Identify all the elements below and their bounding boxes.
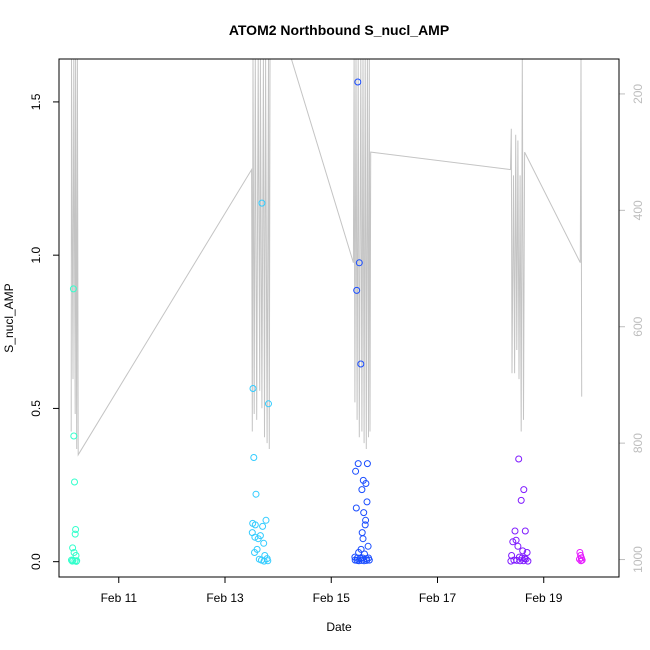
data-point <box>264 557 272 565</box>
data-point <box>260 539 268 547</box>
data-point <box>363 460 371 468</box>
data-point <box>509 538 517 546</box>
data-point <box>72 557 80 565</box>
data-point <box>519 547 527 555</box>
y-tick-label: 0.5 <box>29 400 43 417</box>
data-point <box>363 556 371 564</box>
data-point <box>69 285 77 293</box>
series-group <box>351 78 373 565</box>
data-point <box>252 490 260 498</box>
data-point <box>260 557 268 565</box>
data-point <box>361 550 368 558</box>
axes-layer: 0.0 0.5 1.0 1.5 Feb 11 Feb 13 Feb 15 Feb 17 Feb … <box>29 84 645 605</box>
x-tick-label: Feb 17 <box>419 591 457 605</box>
data-point <box>358 529 366 537</box>
data-point <box>360 557 368 565</box>
series-group <box>248 199 272 565</box>
data-point <box>515 455 523 463</box>
right-tick-label: 600 <box>631 316 645 336</box>
series-group <box>576 549 586 565</box>
scatter-points-layer <box>68 78 586 565</box>
data-point <box>254 535 262 543</box>
data-point <box>249 385 257 392</box>
y-tick-label: 0.0 <box>29 553 43 570</box>
data-point <box>265 400 272 408</box>
data-point <box>361 521 369 529</box>
data-point <box>517 496 525 504</box>
data-point <box>354 460 362 468</box>
data-point <box>362 516 370 524</box>
data-point <box>523 549 531 556</box>
plot-frame <box>58 58 620 578</box>
data-point <box>520 486 528 494</box>
data-point <box>359 535 367 543</box>
series-group <box>507 455 532 565</box>
data-point <box>511 527 519 535</box>
data-point <box>354 78 362 86</box>
data-point <box>262 516 270 524</box>
right-tick-label: 1000 <box>631 546 645 573</box>
data-point <box>353 286 361 294</box>
data-point <box>362 480 370 487</box>
data-point <box>364 542 372 550</box>
right-tick-label: 400 <box>631 200 645 220</box>
y-tick-label: 1.0 <box>29 247 43 264</box>
secondary-trace-layer <box>70 58 583 457</box>
data-point <box>258 199 266 207</box>
data-point <box>70 432 78 440</box>
chart-title: ATOM2 Northbound S_nucl_AMP <box>229 22 449 38</box>
data-point <box>363 498 371 506</box>
data-point <box>578 556 586 564</box>
data-point <box>577 557 585 565</box>
right-tick-label: 200 <box>631 84 645 104</box>
data-point <box>520 557 527 565</box>
y-tick-label: 1.5 <box>29 93 43 110</box>
x-axis-label: Date <box>326 620 352 634</box>
data-point <box>352 504 360 512</box>
data-point <box>250 454 258 461</box>
data-point <box>521 527 529 535</box>
data-point <box>259 522 267 530</box>
x-tick-label: Feb 11 <box>101 591 138 605</box>
y-axis-label: S_nucl_AMP <box>2 283 16 352</box>
data-point <box>251 533 259 541</box>
data-point <box>69 544 77 552</box>
data-point <box>512 536 520 544</box>
x-tick-label: Feb 13 <box>206 591 244 605</box>
data-point <box>251 549 258 556</box>
data-point <box>358 556 365 564</box>
data-point <box>355 259 363 267</box>
data-point <box>71 478 78 486</box>
x-tick-label: Feb 19 <box>525 591 563 605</box>
data-point <box>516 557 524 565</box>
data-point <box>72 526 80 533</box>
x-tick-label: Feb 15 <box>313 591 351 605</box>
data-point <box>514 542 522 550</box>
data-point <box>68 557 76 565</box>
data-point <box>355 557 363 565</box>
right-tick-label: 800 <box>631 433 645 453</box>
data-point <box>352 467 360 475</box>
data-point <box>507 557 515 565</box>
data-point <box>71 530 79 538</box>
data-point <box>358 486 366 494</box>
data-point <box>251 521 259 529</box>
data-point <box>357 360 365 368</box>
secondary-trace-line <box>70 58 583 457</box>
series-group <box>68 285 81 565</box>
data-point <box>365 556 373 564</box>
data-point <box>524 557 532 565</box>
data-point <box>360 509 368 517</box>
